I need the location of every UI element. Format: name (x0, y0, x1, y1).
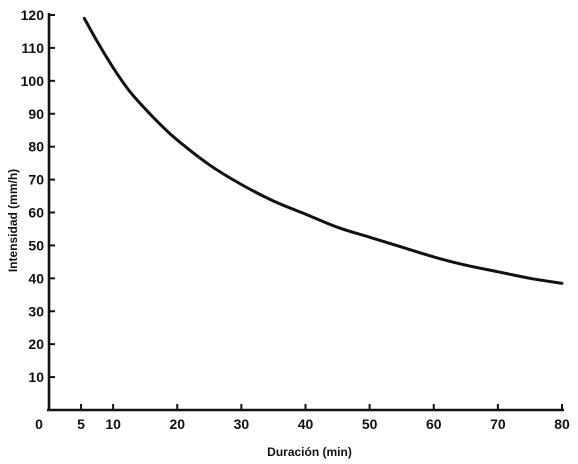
x-tick-label: 5 (77, 416, 85, 432)
y-tick-label: 100 (21, 73, 45, 89)
intensity-duration-curve (82, 16, 564, 285)
x-tick-label: 10 (105, 416, 121, 432)
x-axis-ticks: 0 5 10 20 30 40 50 60 70 80 (35, 404, 570, 432)
x-tick-label: 70 (490, 416, 506, 432)
y-tick-label: 80 (28, 139, 44, 155)
x-tick-label: 80 (554, 416, 570, 432)
y-tick-label: 70 (28, 172, 44, 188)
y-tick-label: 20 (28, 336, 44, 352)
x-tick-label: 20 (169, 416, 185, 432)
y-tick-label: 120 (21, 7, 45, 23)
y-tick-label: 110 (21, 40, 44, 56)
x-tick-label: 50 (362, 416, 378, 432)
y-tick-label: 40 (28, 270, 44, 286)
x-tick-label: 60 (426, 416, 442, 432)
x-axis-title: Duración (min) (267, 445, 352, 459)
y-tick-label: 50 (28, 237, 44, 253)
y-tick-label: 60 (28, 205, 44, 221)
y-tick-label: 30 (28, 303, 44, 319)
x-tick-label: 30 (234, 416, 250, 432)
y-axis-title: Intensidad (mm/h) (6, 169, 20, 272)
y-tick-label: 90 (28, 106, 44, 122)
x-tick-label: 40 (298, 416, 314, 432)
y-tick-label: 10 (28, 369, 44, 385)
y-axis-ticks: 10 20 30 40 50 60 70 80 90 100 110 120 (21, 7, 55, 385)
x-tick-label: 0 (35, 416, 43, 432)
